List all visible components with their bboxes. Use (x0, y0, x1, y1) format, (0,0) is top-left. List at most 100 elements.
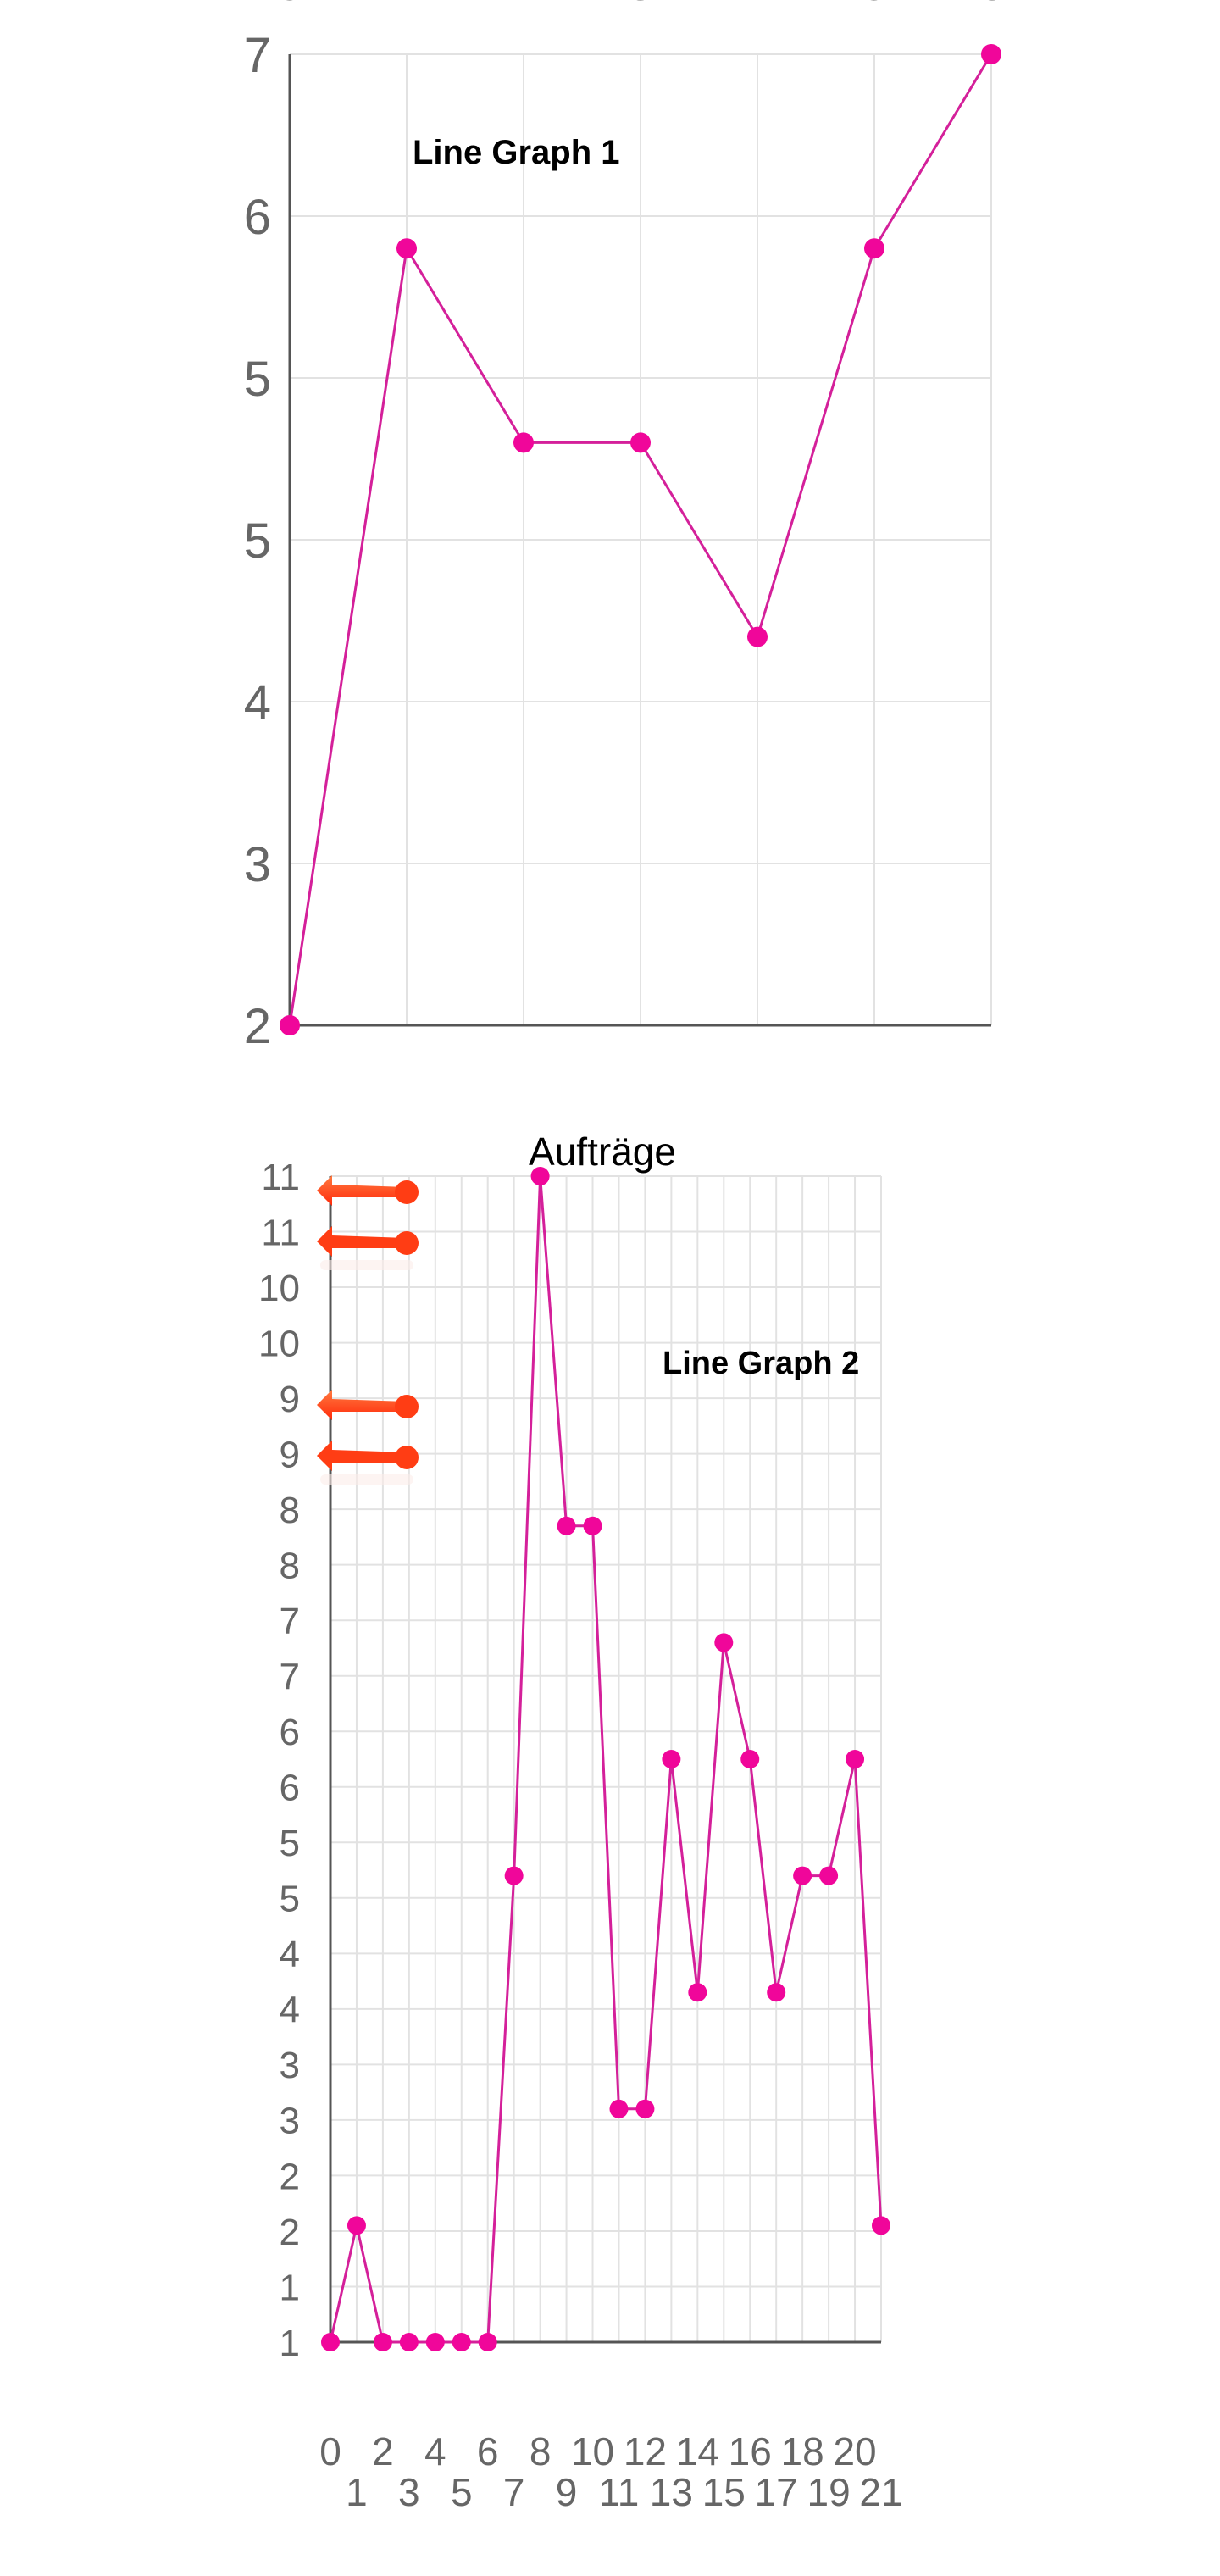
data-point (635, 2099, 655, 2118)
x-tick-label: 2 (372, 2429, 394, 2473)
data-point (425, 2333, 445, 2351)
data-point (347, 2216, 366, 2235)
y-tick-label: 10 (258, 1323, 300, 1364)
data-point (864, 238, 884, 259)
x-tick-label: 8 (530, 2429, 552, 2473)
y-tick-label: 8 (280, 1546, 300, 1587)
y-tick-label: 7 (244, 28, 271, 83)
x-tick-label: 13 (650, 2470, 693, 2514)
y-tick-label: 7 (280, 1601, 300, 1642)
x-tick-label: 5 (451, 2470, 473, 2514)
data-point (747, 626, 768, 647)
data-point (513, 432, 534, 453)
x-tick-label: 4 (744, 0, 771, 11)
y-tick-label: 5 (280, 1879, 300, 1920)
arrow-markers (317, 1175, 419, 1485)
data-point (630, 432, 651, 453)
y-tick-label: 11 (261, 1157, 300, 1198)
arrow-left-icon (317, 1226, 419, 1270)
x-tick-label: 12 (624, 2429, 667, 2473)
chart-top-label: Aufträge (529, 1130, 676, 1174)
data-point (662, 1750, 681, 1768)
y-tick-label: 2 (244, 999, 271, 1054)
chart-title: Line Graph 2 (663, 1346, 859, 1381)
data-point (452, 2333, 471, 2351)
x-tick-label: 21 (859, 2470, 902, 2514)
data-point (846, 1750, 865, 1768)
y-tick-label: 7 (280, 1657, 300, 1698)
x-tick-label: 4 (424, 2429, 446, 2473)
data-point (981, 44, 1001, 64)
chart-title: Line Graph 1 (413, 134, 620, 171)
y-tick-label: 3 (244, 837, 271, 892)
y-tick-label: 2 (280, 2156, 300, 2197)
y-tick-label: 11 (261, 1212, 300, 1253)
x-tick-label: 0 (319, 2429, 341, 2473)
x-tick-label: 15 (702, 2470, 746, 2514)
data-point (714, 1633, 734, 1652)
arrow-shadow (320, 1260, 413, 1270)
y-tick-label: 1 (280, 2323, 300, 2364)
data-point (321, 2333, 340, 2351)
data-point (740, 1750, 760, 1768)
data-point (399, 2333, 419, 2351)
data-point (688, 1983, 707, 2002)
x-tick-label: 17 (755, 2470, 798, 2514)
y-tick-label: 2 (280, 2212, 300, 2253)
x-tick-label: 7 (503, 2470, 525, 2514)
arrow-shaft (317, 1226, 407, 1257)
x-tick-label: 20 (833, 2429, 876, 2473)
x-tick-label: 0 (276, 0, 303, 11)
x-tick-label: 6 (978, 0, 1005, 11)
data-point (373, 2333, 392, 2351)
x-tick-label: 11 (599, 2470, 640, 2514)
data-point (583, 1516, 602, 1535)
arrow-shadow (320, 1474, 413, 1485)
arrow-left-icon (317, 1175, 419, 1206)
x-tick-label: 2 (510, 0, 537, 11)
x-tick-label: 3 (627, 0, 654, 11)
data-point (280, 1015, 300, 1035)
x-tick-label: 1 (346, 2470, 368, 2514)
x-tick-label: 18 (781, 2429, 824, 2473)
y-tick-label: 5 (244, 352, 271, 407)
data-point (793, 1866, 812, 1885)
y-tick-label: 4 (280, 1990, 300, 2031)
series-line (329, 1175, 883, 2344)
x-tick-label: 9 (556, 2470, 578, 2514)
y-tick-label: 6 (244, 190, 271, 245)
y-tick-label: 9 (280, 1434, 300, 1475)
y-tick-label: 6 (280, 1712, 300, 1753)
data-point (609, 2099, 629, 2118)
x-tick-label: 3 (398, 2470, 420, 2514)
arrow-knob (395, 1395, 419, 1418)
data-point (819, 1866, 839, 1885)
x-tick-label: 14 (676, 2429, 719, 2473)
x-tick-label: 10 (571, 2429, 614, 2473)
arrow-shaft (317, 1175, 407, 1206)
arrow-left-icon (317, 1441, 419, 1485)
data-point (504, 1866, 524, 1885)
x-tick-label: 1 (393, 0, 420, 11)
y-tick-label: 1 (280, 2267, 300, 2308)
line-graph-2: 1122334455667788991010111101234567891011… (258, 1130, 903, 2514)
y-tick-label: 6 (280, 1768, 300, 1809)
arrow-left-icon (317, 1390, 419, 1420)
y-tick-label: 8 (280, 1490, 300, 1531)
arrow-shaft (317, 1441, 407, 1471)
x-tick-label: 5 (861, 0, 888, 11)
y-tick-label: 3 (280, 2101, 300, 2142)
y-tick-label: 3 (280, 2045, 300, 2086)
y-tick-label: 4 (244, 675, 271, 730)
x-tick-label: 6 (477, 2429, 499, 2473)
arrow-knob (395, 1180, 419, 1204)
data-point (557, 1516, 576, 1535)
data-point (478, 2333, 497, 2351)
x-tick-label: 16 (729, 2429, 772, 2473)
y-tick-label: 9 (280, 1379, 300, 1420)
data-point (767, 1983, 786, 2002)
line-graph-1: 2 3 4 5 5 6 7 0 1 2 3 4 5 6 Line Graph 1 (244, 0, 1005, 1054)
x-tick-label: 19 (807, 2470, 851, 2514)
arrow-shaft (317, 1390, 407, 1420)
